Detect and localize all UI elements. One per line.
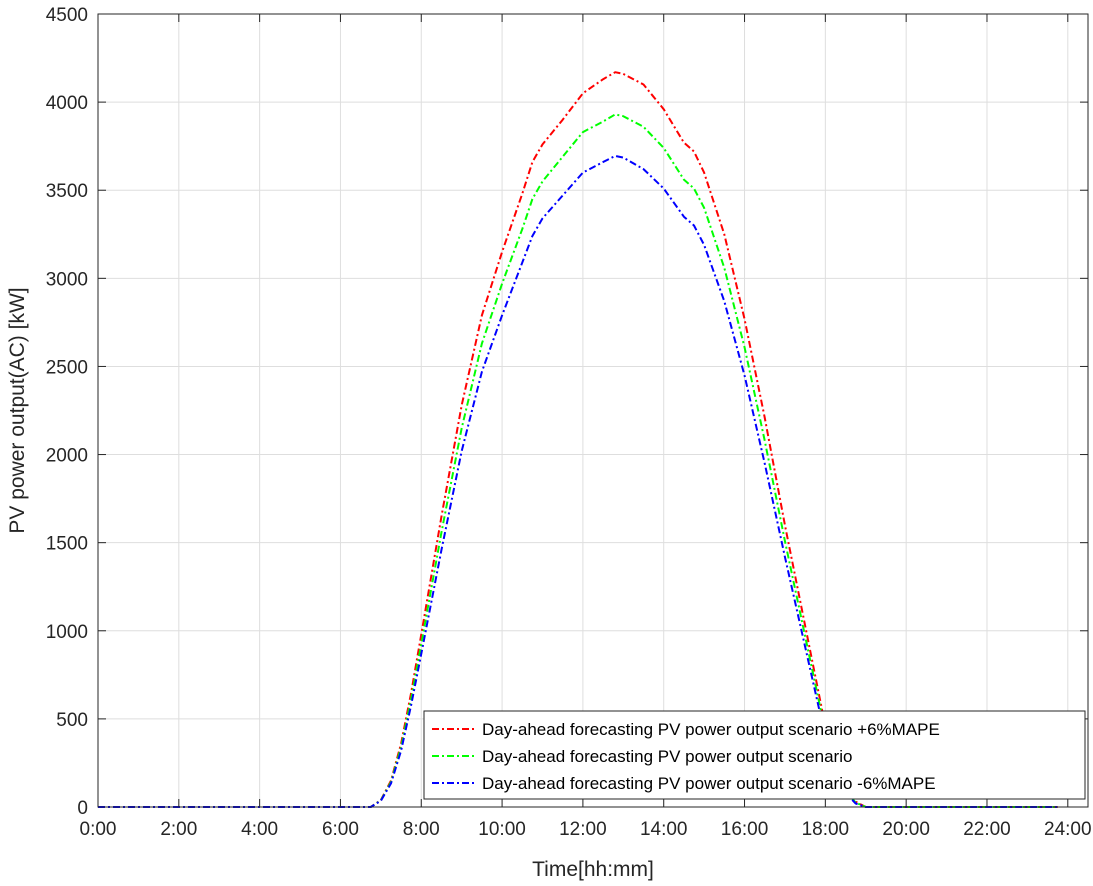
x-tick-label: 20:00 [882, 819, 930, 840]
y-tick-label: 500 [56, 710, 88, 731]
x-tick-label: 4:00 [241, 819, 278, 840]
x-tick-label: 16:00 [721, 819, 769, 840]
x-tick-label: 24:00 [1044, 819, 1092, 840]
y-tick-label: 1000 [46, 622, 88, 643]
plot-frame [97, 13, 1089, 808]
legend-box [423, 710, 1086, 800]
y-tick-label: 2500 [46, 357, 88, 378]
x-tick-label: 18:00 [802, 819, 850, 840]
x-tick-label: 22:00 [963, 819, 1011, 840]
legend: Day-ahead forecasting PV power output sc… [423, 710, 1086, 800]
x-tick-label: 10:00 [478, 819, 526, 840]
y-tick-label: 0 [77, 798, 88, 819]
x-axis-title: Time[hh:mm] [532, 858, 654, 881]
y-tick-label: 3500 [46, 181, 88, 202]
y-tick-label: 4500 [46, 5, 88, 26]
legend-label-0: Day-ahead forecasting PV power output sc… [482, 720, 940, 739]
legend-label-1: Day-ahead forecasting PV power output sc… [482, 747, 852, 766]
x-tick-label: 8:00 [403, 819, 440, 840]
x-tick-label: 14:00 [640, 819, 688, 840]
y-axis-ticks: 0 500 1000 1500 2000 2500 3000 3500 4000 4500 [46, 5, 1088, 819]
x-tick-label: 2:00 [160, 819, 197, 840]
x-tick-label: 12:00 [559, 819, 607, 840]
x-axis-ticks: 0:00 2:00 4:00 6:00 8:00 10:00 12:00 14:00 16:00… [80, 14, 1092, 840]
y-tick-label: 1500 [46, 534, 88, 555]
y-tick-label: 3000 [46, 269, 88, 290]
x-tick-label: 6:00 [322, 819, 359, 840]
y-axis-title: PV power output(AC) [kW] [6, 287, 29, 533]
y-tick-label: 2000 [46, 446, 88, 467]
legend-label-2: Day-ahead forecasting PV power output sc… [482, 774, 936, 793]
y-tick-label: 4000 [46, 93, 88, 114]
x-tick-label: 0:00 [80, 819, 117, 840]
